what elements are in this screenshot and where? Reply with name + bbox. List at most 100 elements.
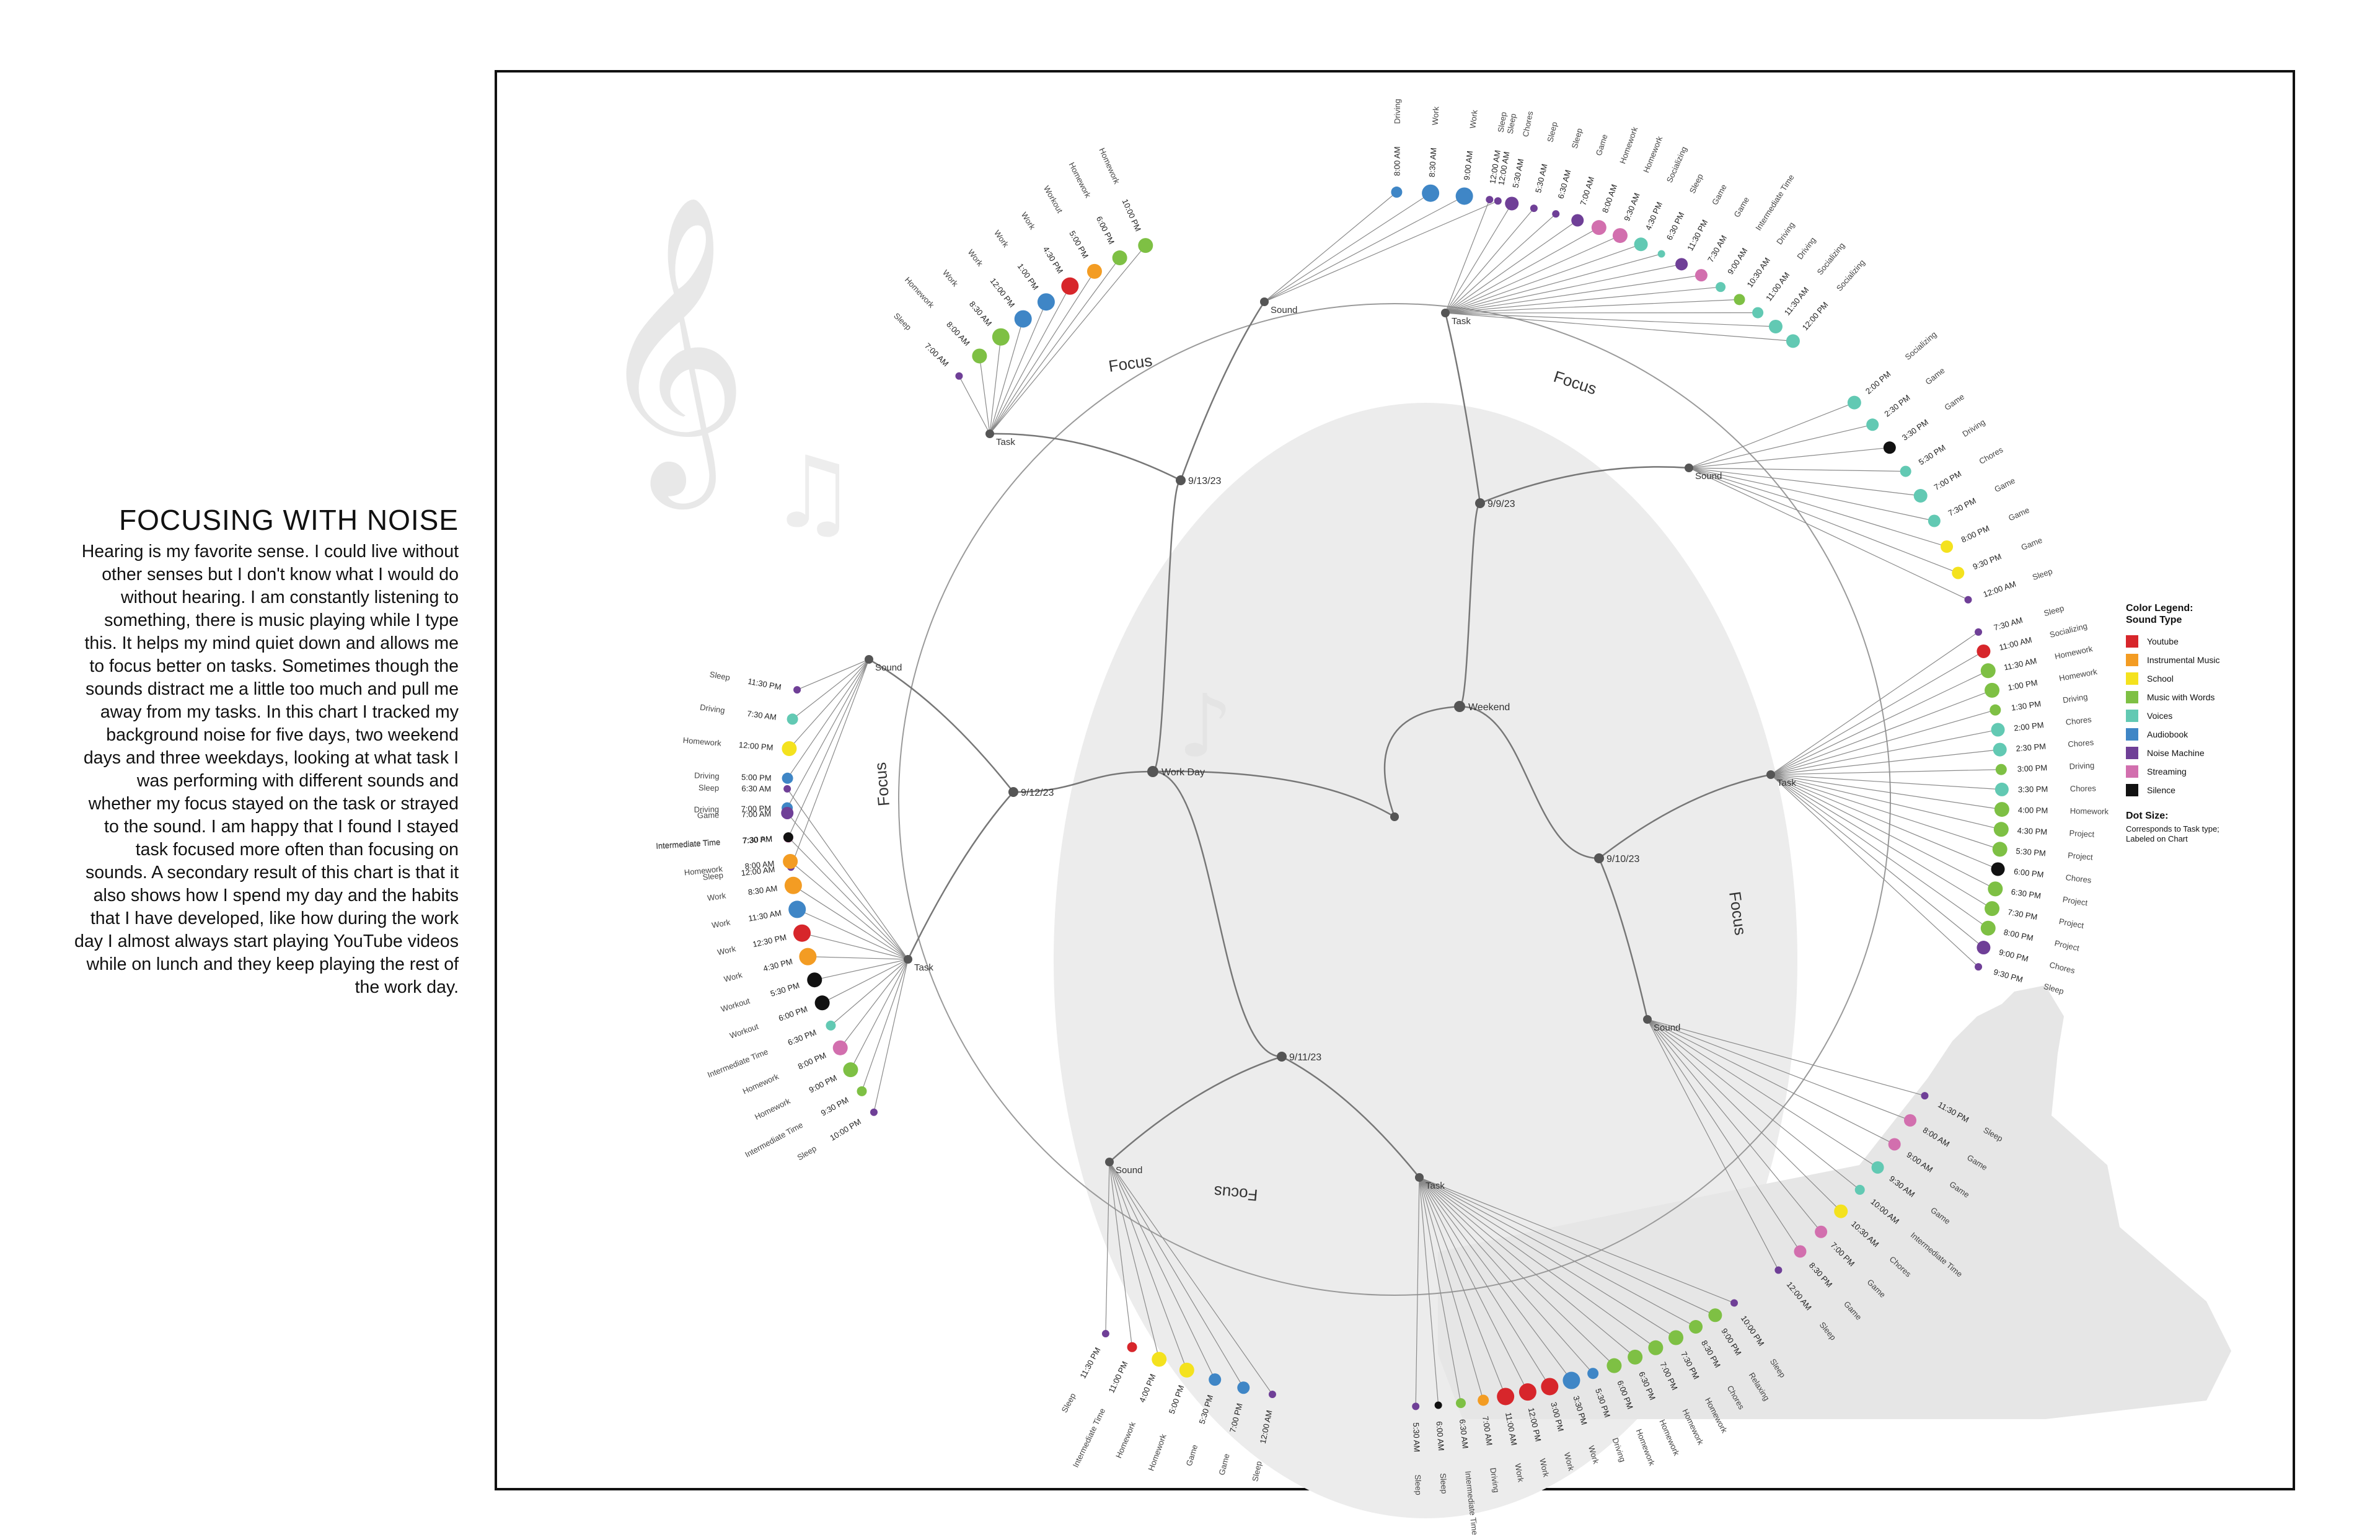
time-label: 5:30 PM <box>1917 442 1947 467</box>
branch-node <box>865 655 873 664</box>
time-label: 9:30 PM <box>1972 552 2003 571</box>
time-dot <box>1179 1362 1194 1378</box>
task-label: Work <box>1468 109 1479 129</box>
leaf-link <box>1419 1177 1636 1358</box>
time-dot <box>1913 489 1928 503</box>
branch-node <box>904 955 912 964</box>
task-label: Intermediate Time <box>656 837 721 850</box>
time-label: 11:30 PM <box>1078 1346 1102 1380</box>
task-label: Sleep <box>1413 1474 1423 1495</box>
focus-ring <box>898 303 1891 1296</box>
time-dot <box>1562 1371 1580 1389</box>
time-label: 12:30 PM <box>752 933 788 949</box>
leaf-link <box>1445 312 1776 327</box>
time-dot <box>782 741 797 756</box>
time-label: 11:30 AM <box>1783 285 1811 317</box>
task-label: Sleep <box>709 669 731 682</box>
leaf-link <box>822 959 909 1003</box>
task-label: Chores <box>2065 873 2092 885</box>
time-label: 5:30 AM <box>1533 163 1549 194</box>
time-dot <box>1455 187 1473 205</box>
task-label: Intermediate Time <box>1071 1407 1107 1469</box>
time-dot <box>1871 1161 1884 1174</box>
leaf-link <box>1419 1177 1572 1381</box>
day-link <box>1459 705 1600 860</box>
task-label: Sleep <box>892 311 913 332</box>
tree-trunk <box>787 191 2002 1407</box>
task-label: Sleep <box>1570 127 1584 149</box>
leaf-link <box>792 659 870 719</box>
legend-swatch <box>2126 784 2138 796</box>
time-label: 10:30 AM <box>1745 256 1772 289</box>
leaf-link <box>1419 1177 1484 1401</box>
time-label: 6:00 PM <box>777 1004 809 1023</box>
task-label: Homework <box>1114 1420 1137 1460</box>
time-label: 12:00 PM <box>1800 300 1830 332</box>
task-label: Work <box>1020 210 1038 231</box>
leaf-link <box>1770 774 1984 948</box>
leaf-link <box>787 659 870 779</box>
task-label: Driving <box>2062 692 2088 705</box>
time-dot <box>1834 1204 1848 1218</box>
time-label: 2:00 PM <box>2014 720 2045 733</box>
time-label: 9:00 PM <box>1998 948 2030 964</box>
task-label: Work <box>1430 106 1441 125</box>
time-label: 11:30 AM <box>747 908 782 923</box>
time-dot <box>857 1086 867 1096</box>
leaf-link <box>1770 631 1979 775</box>
intro-title: FOCUSING WITH NOISE <box>119 504 459 536</box>
time-dot <box>972 348 987 364</box>
time-label: 9:30 AM <box>1622 191 1642 222</box>
phonograph-silhouette <box>1438 985 2231 1419</box>
time-dot <box>870 1108 878 1116</box>
time-dot <box>1993 822 2009 837</box>
time-dot <box>832 1040 848 1055</box>
leaf-link <box>1647 1019 1895 1145</box>
task-label: Project <box>2068 850 2094 861</box>
time-label: 5:00 PM <box>1167 1384 1186 1415</box>
leaf-link <box>1445 199 1490 314</box>
branch-node <box>985 429 994 438</box>
time-dot <box>1815 1225 1828 1238</box>
leaf-link <box>1445 220 1578 314</box>
legend-label: Silence <box>2147 785 2175 795</box>
legend-swatch <box>2126 765 2138 778</box>
task-label: Game <box>2007 505 2030 522</box>
time-dot <box>1941 540 1954 553</box>
time-dot <box>1990 704 2001 716</box>
time-label: 7:30 PM <box>742 834 772 845</box>
time-label: 8:30 AM <box>747 884 778 897</box>
time-dot <box>1455 1398 1466 1409</box>
time-dot <box>1541 1378 1559 1396</box>
time-label: 8:00 AM <box>744 859 775 871</box>
leaf-link <box>1264 193 1431 302</box>
time-dot <box>1866 418 1879 431</box>
branch-link <box>1444 312 1481 504</box>
leaf-link <box>790 659 870 868</box>
legend-item-silence: Silence <box>2126 781 2287 799</box>
task-label: Homework <box>753 1096 792 1122</box>
day-node <box>1475 498 1485 508</box>
task-label: Sleep <box>2043 604 2065 618</box>
time-dot <box>807 972 822 988</box>
legend-item-school: School <box>2126 669 2287 688</box>
day-label: 9/12/23 <box>1021 788 1054 798</box>
time-label: 6:00 PM <box>2013 866 2044 879</box>
leaf-link <box>1109 1161 1273 1395</box>
leaf-link <box>1445 299 1740 314</box>
time-dot <box>793 686 801 694</box>
legend-label: Voices <box>2147 711 2173 721</box>
task-label: Sleep <box>702 871 724 882</box>
leaf-link <box>1688 467 1947 547</box>
day-label: 9/10/23 <box>1606 854 1639 865</box>
leaf-link <box>840 959 909 1049</box>
leaf-link <box>1419 1177 1716 1316</box>
branch-label: Task <box>1452 316 1471 327</box>
branch-node <box>1415 1173 1424 1182</box>
task-label: Game <box>2020 535 2043 552</box>
task-label: Sleep <box>2031 566 2053 582</box>
task-label: Homework <box>1641 134 1664 174</box>
branch-link <box>1281 1055 1420 1178</box>
leaf-link <box>1419 1177 1506 1397</box>
dot-size-note: Corresponds to Task type; Labeled on Cha… <box>2126 824 2219 843</box>
